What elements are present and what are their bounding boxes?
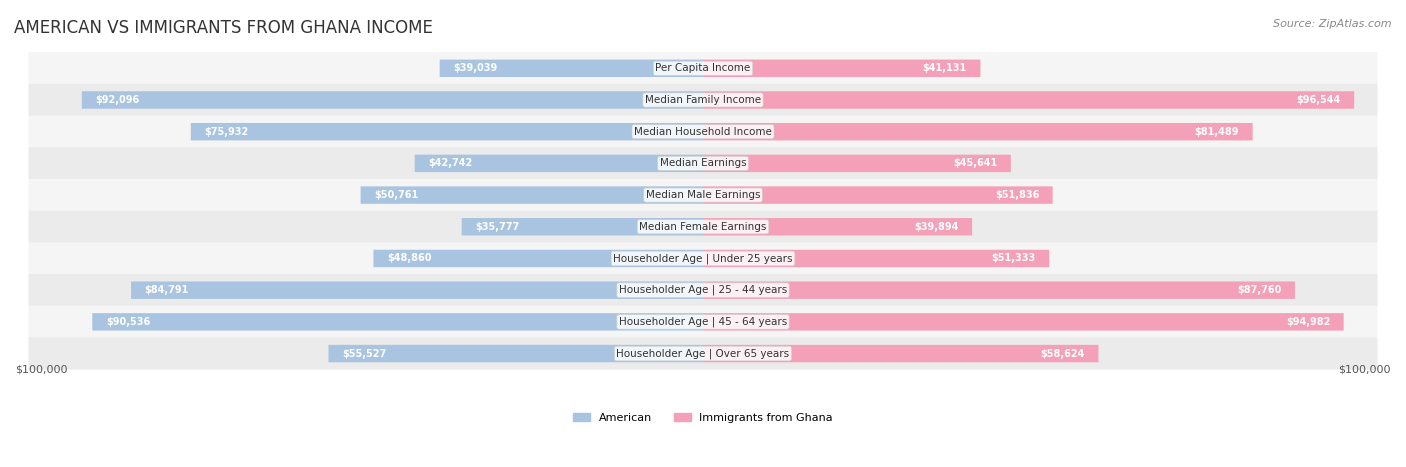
Text: Median Female Earnings: Median Female Earnings [640, 222, 766, 232]
Text: $84,791: $84,791 [145, 285, 188, 295]
FancyBboxPatch shape [703, 345, 1098, 362]
FancyBboxPatch shape [28, 306, 1378, 338]
Text: $75,932: $75,932 [204, 127, 249, 137]
Text: $41,131: $41,131 [922, 64, 967, 73]
FancyBboxPatch shape [28, 115, 1378, 148]
Text: AMERICAN VS IMMIGRANTS FROM GHANA INCOME: AMERICAN VS IMMIGRANTS FROM GHANA INCOME [14, 19, 433, 37]
Text: $96,544: $96,544 [1296, 95, 1341, 105]
FancyBboxPatch shape [28, 242, 1378, 275]
Text: Householder Age | 45 - 64 years: Householder Age | 45 - 64 years [619, 317, 787, 327]
Text: $45,641: $45,641 [953, 158, 997, 169]
Text: $90,536: $90,536 [105, 317, 150, 327]
FancyBboxPatch shape [703, 60, 980, 77]
FancyBboxPatch shape [28, 211, 1378, 243]
FancyBboxPatch shape [329, 345, 703, 362]
Text: $100,000: $100,000 [1339, 364, 1391, 374]
FancyBboxPatch shape [440, 60, 703, 77]
FancyBboxPatch shape [703, 186, 1053, 204]
Text: Householder Age | 25 - 44 years: Householder Age | 25 - 44 years [619, 285, 787, 296]
Text: $87,760: $87,760 [1237, 285, 1281, 295]
FancyBboxPatch shape [703, 250, 1049, 267]
FancyBboxPatch shape [131, 282, 703, 299]
FancyBboxPatch shape [703, 313, 1344, 331]
Text: Householder Age | Under 25 years: Householder Age | Under 25 years [613, 253, 793, 264]
Text: $81,489: $81,489 [1195, 127, 1239, 137]
FancyBboxPatch shape [28, 52, 1378, 85]
FancyBboxPatch shape [93, 313, 703, 331]
Text: Median Male Earnings: Median Male Earnings [645, 190, 761, 200]
FancyBboxPatch shape [82, 91, 703, 109]
Text: Median Earnings: Median Earnings [659, 158, 747, 169]
FancyBboxPatch shape [703, 155, 1011, 172]
FancyBboxPatch shape [28, 147, 1378, 179]
FancyBboxPatch shape [28, 179, 1378, 211]
FancyBboxPatch shape [703, 123, 1253, 141]
Text: Per Capita Income: Per Capita Income [655, 64, 751, 73]
FancyBboxPatch shape [28, 337, 1378, 370]
Text: Median Household Income: Median Household Income [634, 127, 772, 137]
Legend: American, Immigrants from Ghana: American, Immigrants from Ghana [568, 408, 838, 427]
FancyBboxPatch shape [415, 155, 703, 172]
Text: $50,761: $50,761 [374, 190, 419, 200]
Text: $58,624: $58,624 [1040, 348, 1085, 359]
Text: Source: ZipAtlas.com: Source: ZipAtlas.com [1274, 19, 1392, 28]
Text: $39,894: $39,894 [914, 222, 959, 232]
FancyBboxPatch shape [703, 91, 1354, 109]
Text: Householder Age | Over 65 years: Householder Age | Over 65 years [616, 348, 790, 359]
Text: $48,860: $48,860 [387, 254, 432, 263]
FancyBboxPatch shape [28, 84, 1378, 116]
FancyBboxPatch shape [360, 186, 703, 204]
Text: $51,836: $51,836 [995, 190, 1039, 200]
FancyBboxPatch shape [374, 250, 703, 267]
Text: $94,982: $94,982 [1286, 317, 1330, 327]
FancyBboxPatch shape [703, 282, 1295, 299]
Text: $55,527: $55,527 [342, 348, 387, 359]
Text: $92,096: $92,096 [96, 95, 139, 105]
Text: $51,333: $51,333 [991, 254, 1036, 263]
FancyBboxPatch shape [703, 218, 972, 235]
Text: $35,777: $35,777 [475, 222, 519, 232]
FancyBboxPatch shape [191, 123, 703, 141]
FancyBboxPatch shape [461, 218, 703, 235]
Text: Median Family Income: Median Family Income [645, 95, 761, 105]
Text: $42,742: $42,742 [429, 158, 472, 169]
Text: $100,000: $100,000 [15, 364, 67, 374]
Text: $39,039: $39,039 [453, 64, 498, 73]
FancyBboxPatch shape [28, 274, 1378, 306]
